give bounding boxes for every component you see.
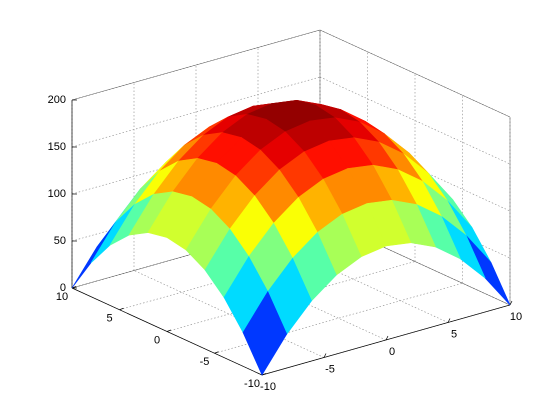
y-tick-label: -5 — [200, 356, 210, 368]
surface-patch — [465, 235, 511, 306]
tick-mark — [261, 373, 267, 376]
box-line — [71, 29, 321, 101]
y-tick-label: 5 — [106, 313, 112, 325]
y-tick-label: 10 — [56, 291, 68, 303]
z-tick-label: 200 — [48, 94, 66, 106]
tick-mark — [385, 335, 389, 341]
z-tick-label: 150 — [48, 141, 66, 153]
tick-mark — [509, 300, 513, 306]
tick-mark — [214, 351, 219, 354]
surface-patch — [71, 221, 117, 289]
x-tick-label: 0 — [389, 346, 395, 358]
x-tick-label: 10 — [510, 311, 522, 323]
z-tick-label: 50 — [54, 235, 66, 247]
x-tick-label: -10 — [260, 381, 276, 393]
y-tick-label: 0 — [154, 334, 160, 346]
z-tick-label: 100 — [48, 188, 66, 200]
tick-mark — [323, 353, 327, 358]
grid-line — [166, 261, 416, 332]
x-tick-label: -5 — [325, 363, 335, 375]
y-tick-label: -10 — [244, 378, 260, 390]
tick-mark — [71, 286, 77, 289]
grid-line — [71, 76, 321, 148]
z-tick-label: 0 — [60, 282, 66, 294]
surface-patch — [242, 290, 288, 376]
tick-mark — [166, 329, 172, 332]
tick-mark — [447, 318, 451, 323]
x-tick-label: 5 — [451, 328, 457, 340]
box-line — [319, 29, 511, 118]
tick-mark — [119, 307, 124, 311]
